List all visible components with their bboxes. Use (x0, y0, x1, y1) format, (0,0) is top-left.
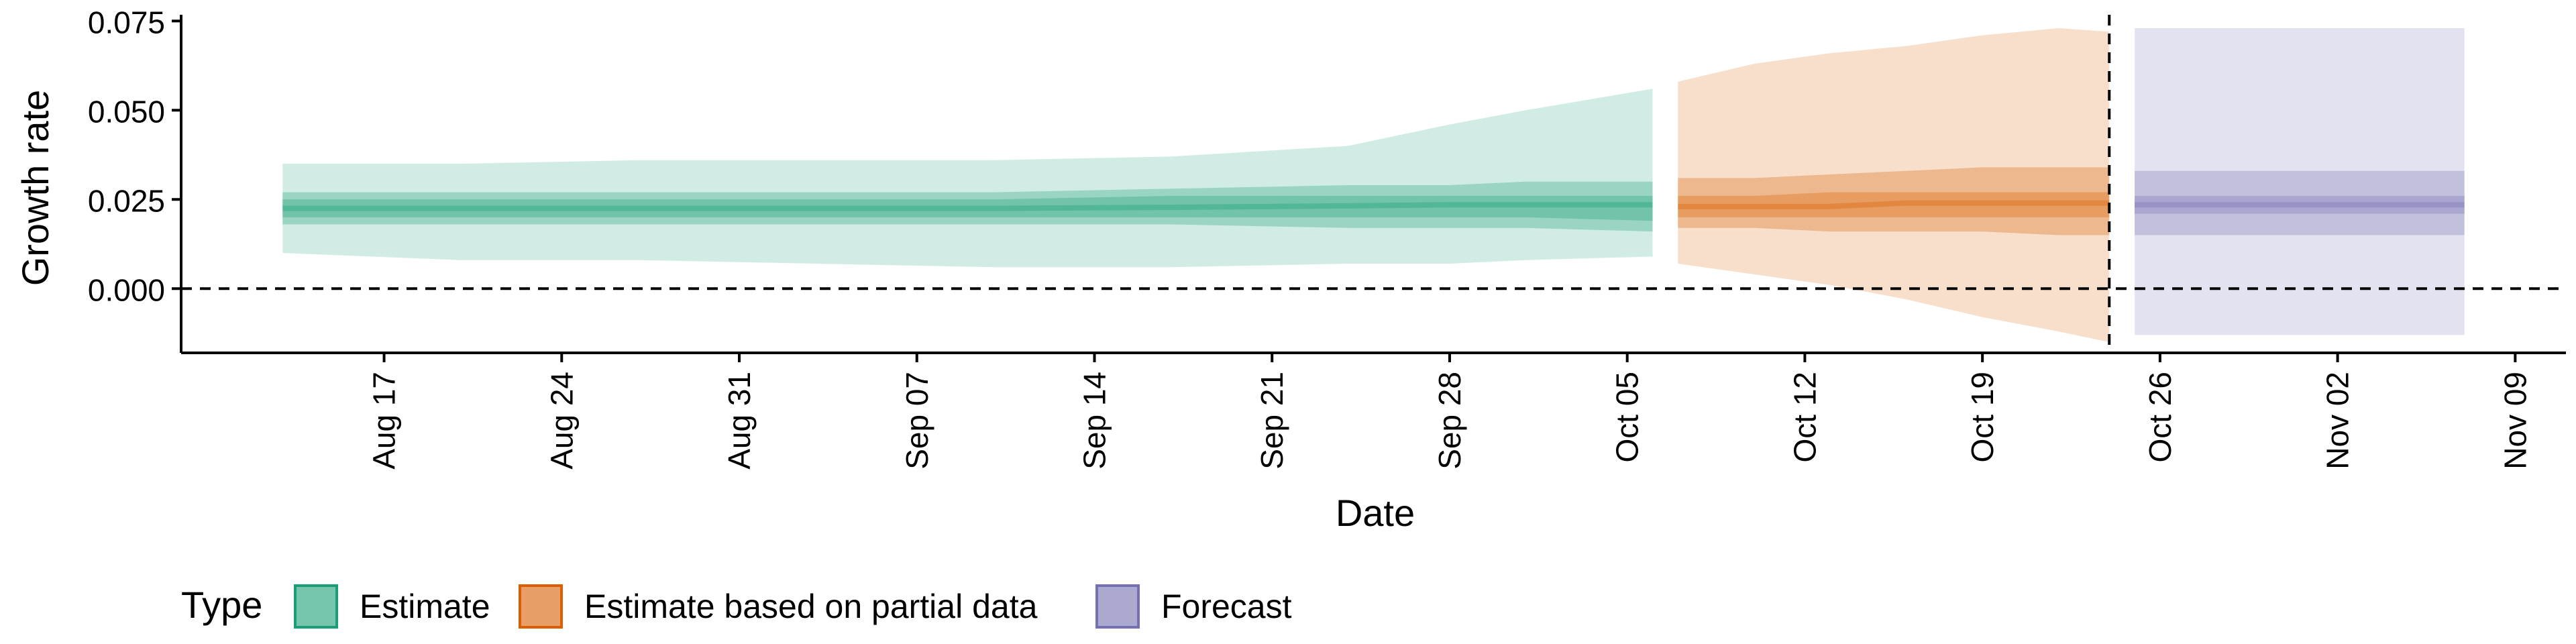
x-tick-label: Sep 21 (1254, 372, 1289, 470)
y-tick-label: 0.075 (88, 5, 165, 40)
legend-label-forecast: Forecast (1161, 588, 1292, 625)
y-tick-label: 0.025 (88, 183, 165, 218)
x-tick-label: Oct 12 (1787, 372, 1822, 463)
plot-area (181, 15, 2566, 353)
x-tick-label: Sep 07 (900, 372, 934, 470)
series-estimate-based-on-partial-data (1678, 28, 2110, 342)
axes: 0.000 0.025 0.050 0.075 Aug 17 Aug 24 Aug 31 Se… (88, 5, 2566, 470)
x-tick-label: Oct 19 (1965, 372, 2000, 463)
estimate-inner-band (282, 196, 1653, 221)
estimate-based-on-partial-data-inner-band (1678, 192, 2110, 217)
forecast-mid-band (2135, 170, 2465, 235)
x-tick-label: Nov 09 (2498, 372, 2532, 470)
estimate-mid-band (282, 181, 1653, 232)
legend-key-estimate-based-on-partial-data (519, 584, 563, 629)
forecast-inner-band (2135, 196, 2465, 214)
estimate-based-on-partial-data-median-line (1678, 200, 2110, 209)
legend-key-estimate (294, 584, 338, 629)
estimate-based-on-partial-data-mid-band (1678, 167, 2110, 235)
legend-title: Type (181, 584, 262, 626)
x-tick-label: Oct 05 (1610, 372, 1645, 463)
y-tick-label: 0.050 (88, 94, 165, 129)
x-tick-label: Aug 31 (722, 372, 757, 470)
legend: Type Estimate Estimate based on partial da… (181, 584, 1292, 629)
estimate-median-line (282, 202, 1653, 211)
legend-label-estimate-based-on-partial-data: Estimate based on partial data (584, 588, 1038, 625)
x-tick-label: Nov 02 (2320, 372, 2355, 470)
x-axis-title: Date (1336, 492, 1415, 534)
legend-label-estimate: Estimate (360, 588, 490, 625)
estimate-based-on-partial-data-outer-band (1678, 28, 2110, 342)
legend-key-forecast (1095, 584, 1140, 629)
x-tick-label: Oct 26 (2143, 372, 2178, 463)
y-tick-label: 0.000 (88, 272, 165, 307)
series-estimate (282, 89, 1653, 268)
x-tick-label: Sep 14 (1077, 372, 1112, 470)
series-forecast (2135, 28, 2465, 335)
estimate-outer-band (282, 89, 1653, 268)
x-tick-label: Aug 24 (544, 372, 579, 470)
forecast-outer-band (2135, 28, 2465, 335)
y-axis-title: Growth rate (14, 90, 56, 286)
x-tick-label: Aug 17 (367, 372, 402, 470)
x-tick-label: Sep 28 (1432, 372, 1467, 470)
